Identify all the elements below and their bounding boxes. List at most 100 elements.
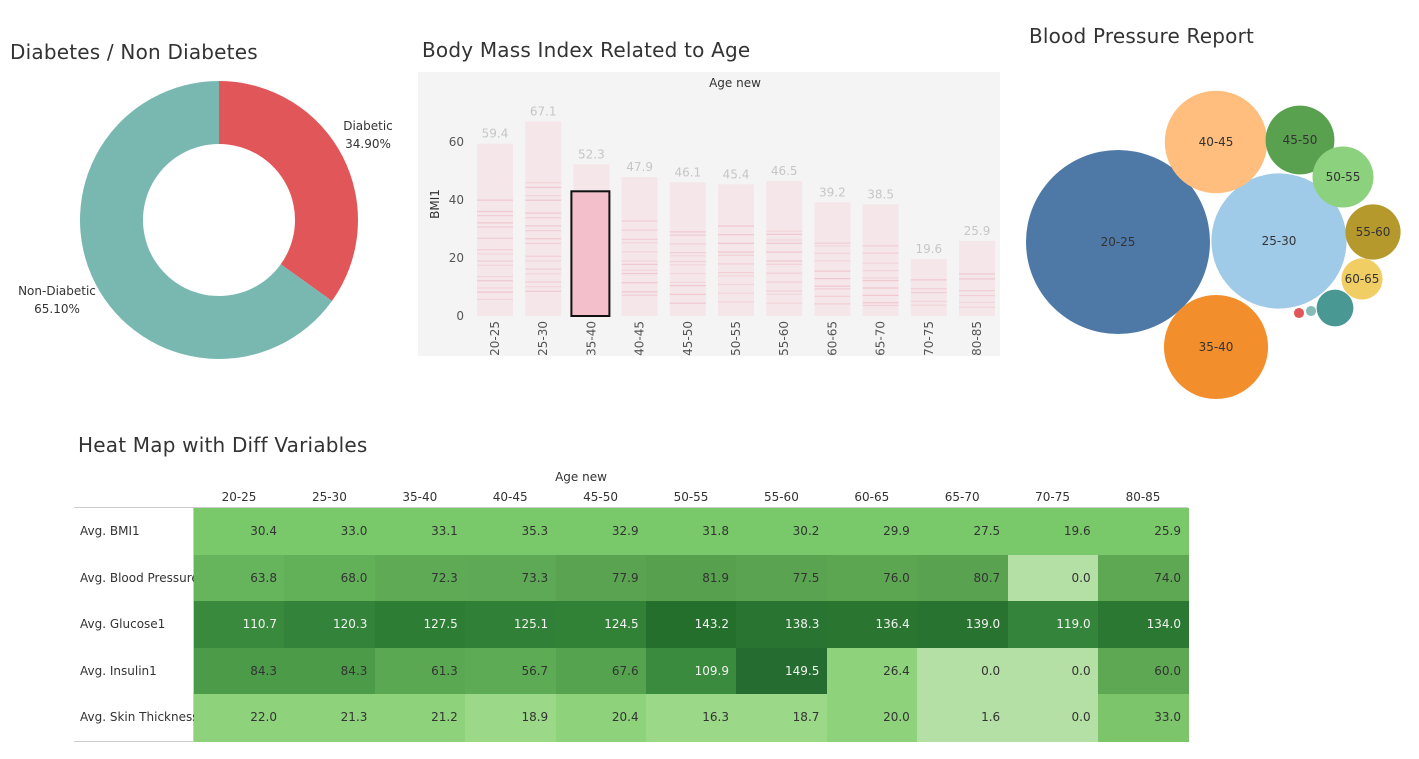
bar-55-60[interactable] xyxy=(766,181,803,316)
heatmap-cell[interactable]: 72.3 xyxy=(374,554,466,602)
heatmap-cell[interactable]: 1.6 xyxy=(917,694,1009,742)
bubble-small-9[interactable] xyxy=(1305,305,1317,317)
heatmap-cell[interactable]: 32.9 xyxy=(555,508,647,556)
heatmap-cell[interactable]: 80.7 xyxy=(917,554,1009,602)
heatmap-cell[interactable]: 124.5 xyxy=(555,601,647,649)
heatmap-cell[interactable]: 136.4 xyxy=(826,601,918,649)
heatmap-cell[interactable]: 0.0 xyxy=(1007,554,1099,602)
bar-value-label: 38.5 xyxy=(867,187,894,201)
heatmap-cell[interactable]: 35.3 xyxy=(465,508,557,556)
heatmap-cell[interactable]: 67.6 xyxy=(555,647,647,695)
bar-stripe xyxy=(525,212,562,214)
heatmap-cell[interactable]: 76.0 xyxy=(826,554,918,602)
heatmap-cell[interactable]: 18.9 xyxy=(465,694,557,742)
bubble-chart-title: Blood Pressure Report xyxy=(1029,24,1255,48)
bar-x-axis-title: Age new xyxy=(709,76,761,90)
heatmap-cell[interactable]: 30.2 xyxy=(736,508,828,556)
bar-stripe xyxy=(477,298,513,300)
heatmap-cell[interactable]: 16.3 xyxy=(646,694,737,742)
heatmap-cell[interactable]: 143.2 xyxy=(646,601,737,649)
heatmap-cell[interactable]: 0.0 xyxy=(1007,694,1099,742)
heatmap-cell[interactable]: 0.0 xyxy=(1007,647,1099,695)
heatmap-cell[interactable]: 22.0 xyxy=(194,694,285,742)
bubble-20-25[interactable] xyxy=(1026,150,1210,334)
heatmap-cell[interactable]: 33.1 xyxy=(374,508,466,556)
heatmap-cell[interactable]: 134.0 xyxy=(1098,601,1189,649)
heatmap-cell[interactable]: 30.4 xyxy=(194,508,285,556)
blood-pressure-bubble-chart: 20-25 25-30 35-40 40-45 45-50 50-55 55-60 60-65 xyxy=(1026,90,1401,400)
bar-stripe xyxy=(525,186,562,188)
heatmap-cell[interactable]: 73.3 xyxy=(465,554,557,602)
bubble-60-65[interactable] xyxy=(1341,258,1383,300)
bar-stripe xyxy=(766,242,803,244)
heatmap-cell[interactable]: 84.3 xyxy=(194,647,285,695)
bubble-25-30[interactable] xyxy=(1211,173,1347,309)
heatmap-cell[interactable]: 138.3 xyxy=(736,601,828,649)
heatmap-cell[interactable]: 149.5 xyxy=(736,647,828,695)
donut-slice-diabetic[interactable] xyxy=(219,81,358,301)
heatmap-column-header: 70-75 xyxy=(1035,490,1071,504)
bar-panel-background xyxy=(418,72,1000,356)
bar-40-45[interactable] xyxy=(621,177,658,316)
heatmap-cell[interactable]: 127.5 xyxy=(374,601,466,649)
heatmap-cell[interactable]: 109.9 xyxy=(646,647,737,695)
heatmap-cell[interactable]: 26.4 xyxy=(826,647,918,695)
donut-title: Diabetes / Non Diabetes xyxy=(10,40,258,64)
bubble-50-55[interactable] xyxy=(1312,146,1374,208)
bar-stripe xyxy=(766,290,803,292)
heatmap-cell[interactable]: 19.6 xyxy=(1007,508,1099,556)
bar-value-label: 25.9 xyxy=(964,224,991,238)
bar-stripe xyxy=(959,301,995,303)
bar-stripe xyxy=(621,291,658,293)
donut-label-percent: 65.10% xyxy=(34,302,80,316)
heatmap-cell[interactable]: 68.0 xyxy=(284,554,376,602)
donut-slice-non-diabetic[interactable] xyxy=(79,81,332,360)
bar-50-55[interactable] xyxy=(718,184,754,316)
heatmap-cell[interactable]: 33.0 xyxy=(284,508,376,556)
bubble-45-50[interactable] xyxy=(1265,105,1335,175)
heatmap-cell[interactable]: 125.1 xyxy=(465,601,557,649)
heatmap-cell[interactable]: 25.9 xyxy=(1098,508,1189,556)
heatmap-cell[interactable]: 74.0 xyxy=(1098,554,1189,602)
heatmap-cell[interactable]: 18.7 xyxy=(736,694,828,742)
heatmap-cell[interactable]: 110.7 xyxy=(194,601,285,649)
heatmap-cell[interactable]: 139.0 xyxy=(917,601,1009,649)
heatmap-cell[interactable]: 20.0 xyxy=(826,694,918,742)
bar-20-25[interactable] xyxy=(477,143,513,316)
heatmap-cell[interactable]: 84.3 xyxy=(284,647,376,695)
bar-60-65[interactable] xyxy=(814,202,851,316)
bar-65-70[interactable] xyxy=(862,204,899,316)
bar-45-50[interactable] xyxy=(669,182,706,316)
bubble-35-40[interactable] xyxy=(1163,294,1269,400)
heatmap-cell[interactable]: 20.4 xyxy=(555,694,647,742)
bubble-small-10[interactable] xyxy=(1293,307,1305,319)
heatmap-cell[interactable]: 27.5 xyxy=(917,508,1009,556)
bar-25-30[interactable] xyxy=(525,121,562,316)
heatmap-cell[interactable]: 31.8 xyxy=(646,508,737,556)
bar-stripe xyxy=(477,215,513,217)
heatmap-cell[interactable]: 81.9 xyxy=(646,554,737,602)
bubble-40-45[interactable] xyxy=(1164,90,1268,194)
heatmap-cell[interactable]: 0.0 xyxy=(917,647,1009,695)
heatmap-cell[interactable]: 61.3 xyxy=(374,647,466,695)
bar-highlight-35-40[interactable] xyxy=(570,190,611,317)
heatmap-cell[interactable]: 21.3 xyxy=(284,694,376,742)
bar-70-75[interactable] xyxy=(910,259,947,316)
bar-stripe xyxy=(477,287,513,289)
heatmap-column-header: 25-30 xyxy=(311,490,347,504)
heatmap-cell[interactable]: 77.5 xyxy=(736,554,828,602)
heatmap-cell[interactable]: 21.2 xyxy=(374,694,466,742)
bubble-55-60[interactable] xyxy=(1345,204,1401,260)
heatmap-cell[interactable]: 119.0 xyxy=(1007,601,1099,649)
heatmap-cell[interactable]: 120.3 xyxy=(284,601,376,649)
bubble-small-8[interactable] xyxy=(1316,289,1354,327)
heatmap-cell[interactable]: 56.7 xyxy=(465,647,557,695)
heatmap-cell[interactable]: 77.9 xyxy=(555,554,647,602)
heatmap-cell[interactable]: 33.0 xyxy=(1098,694,1189,742)
heatmap-cell[interactable]: 60.0 xyxy=(1098,647,1189,695)
bar-stripe xyxy=(621,263,658,265)
heatmap-cell[interactable]: 29.9 xyxy=(826,508,918,556)
heatmap-cell[interactable]: 63.8 xyxy=(194,554,285,602)
bar-x-tick-label: 60-65 xyxy=(825,321,839,356)
bar-80-85[interactable] xyxy=(959,240,995,316)
